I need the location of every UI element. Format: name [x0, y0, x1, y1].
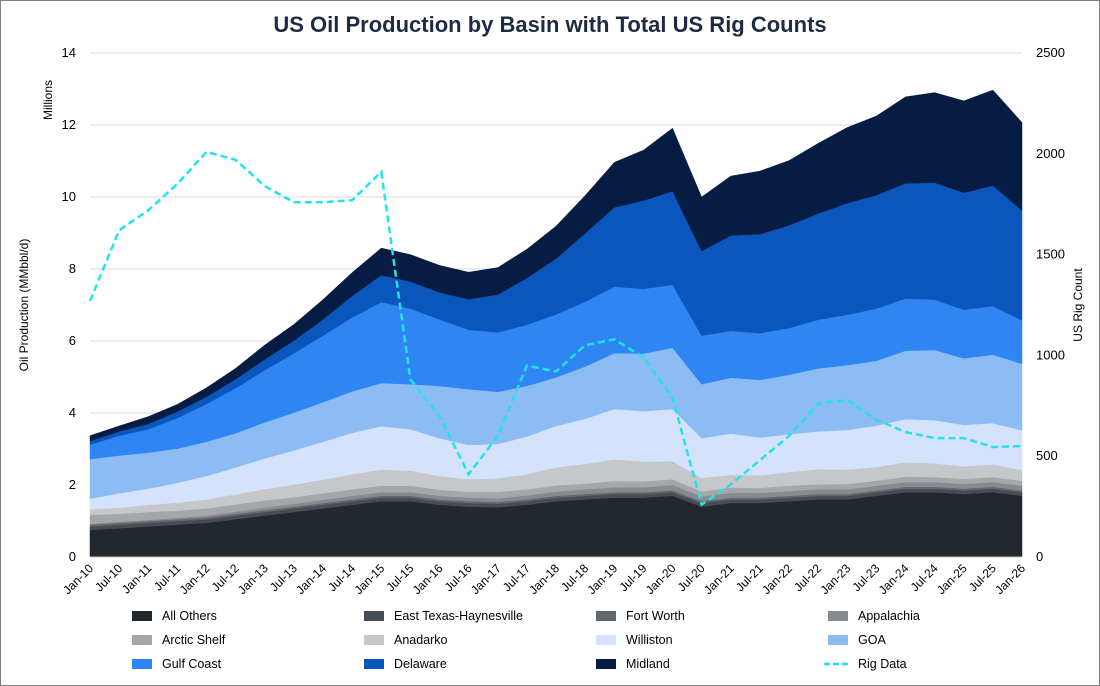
x-tick-label: Jan-18: [526, 561, 562, 597]
legend-swatch-east-texas-haynesville: [364, 611, 384, 621]
x-tick-label: Jan-14: [293, 561, 329, 597]
y2-tick-label: 2500: [1036, 45, 1065, 60]
legend-swatch-williston: [596, 635, 616, 645]
area-series: [89, 89, 1023, 558]
legend-label-east-texas-haynesville: East Texas-Haynesville: [394, 609, 523, 623]
y2-tick-label: 1000: [1036, 347, 1065, 362]
legend-label-all-others: All Others: [162, 609, 217, 623]
y2-tick-label: 500: [1036, 448, 1058, 463]
left-axis-ticks: 0 2 4 6 8 10 12 14: [62, 45, 76, 564]
legend-label-williston: Williston: [626, 633, 673, 647]
legend-swatch-midland: [596, 659, 616, 669]
chart-title: US Oil Production by Basin with Total US…: [273, 12, 826, 37]
legend-swatch-arctic-shelf: [132, 635, 152, 645]
x-tick-label: Jan-19: [585, 561, 621, 597]
legend-label-arctic-shelf: Arctic Shelf: [162, 633, 226, 647]
rig-data-line: [88, 150, 1023, 507]
x-tick-label: Jan-25: [934, 561, 970, 597]
y-tick-label: 8: [69, 261, 76, 276]
y-tick-label: 6: [69, 333, 76, 348]
x-tick-label: Jan-13: [235, 561, 271, 597]
left-axis-units: Millions: [41, 80, 55, 120]
legend-swatch-appalachia: [828, 611, 848, 621]
left-axis-label: Oil Production (MMbbl/d): [17, 239, 31, 372]
y-tick-label: 10: [62, 189, 76, 204]
x-tick-label: Jan-23: [818, 561, 854, 597]
y2-tick-label: 0: [1036, 549, 1043, 564]
legend-label-fort-worth: Fort Worth: [626, 609, 685, 623]
x-tick-label: Jan-16: [410, 561, 446, 597]
legend-label-rig-data: Rig Data: [858, 657, 907, 671]
y-tick-label: 4: [69, 405, 76, 420]
legend-swatch-gulf-coast: [132, 659, 152, 669]
legend-swatch-delaware: [364, 659, 384, 669]
x-tick-label: Jan-24: [876, 561, 912, 597]
legend-label-anadarko: Anadarko: [394, 633, 448, 647]
legend-label-midland: Midland: [626, 657, 670, 671]
y-tick-label: 12: [62, 117, 76, 132]
x-tick-label: Jan-21: [701, 561, 737, 597]
y-tick-label: 2: [69, 477, 76, 492]
x-tick-label: Jan-12: [177, 561, 213, 597]
x-tick-label: Jan-20: [643, 561, 679, 597]
legend-label-delaware: Delaware: [394, 657, 447, 671]
x-tick-label: Jan-10: [60, 561, 96, 597]
y2-tick-label: 1500: [1036, 247, 1065, 262]
legend-label-gulf-coast: Gulf Coast: [162, 657, 222, 671]
legend-swatch-goa: [828, 635, 848, 645]
x-tick-label: Jan-22: [759, 561, 795, 597]
legend: All Others East Texas-Haynesville Fort Wor…: [132, 609, 920, 671]
right-axis-ticks: 0 500 1000 1500 2000 2500: [1036, 45, 1065, 564]
x-tick-label: Jan-11: [119, 561, 154, 596]
legend-label-appalachia: Appalachia: [858, 609, 920, 623]
legend-swatch-all-others: [132, 611, 152, 621]
legend-label-goa: GOA: [858, 633, 886, 647]
area-midland: [89, 89, 1023, 442]
x-axis-ticks: Jan-10Jul-10Jan-11Jul-11Jan-12Jul-12Jan-…: [60, 561, 1028, 597]
rig-line-series: [88, 150, 1023, 507]
y2-tick-label: 2000: [1036, 146, 1065, 161]
x-tick-label: Jan-26: [992, 561, 1028, 597]
y-tick-label: 14: [62, 45, 76, 60]
right-axis-label: US Rig Count: [1071, 268, 1085, 342]
legend-swatch-anadarko: [364, 635, 384, 645]
x-tick-label: Jan-17: [468, 561, 504, 597]
x-tick-label: Jan-15: [352, 561, 388, 597]
y-tick-label: 0: [69, 549, 76, 564]
legend-swatch-fort-worth: [596, 611, 616, 621]
